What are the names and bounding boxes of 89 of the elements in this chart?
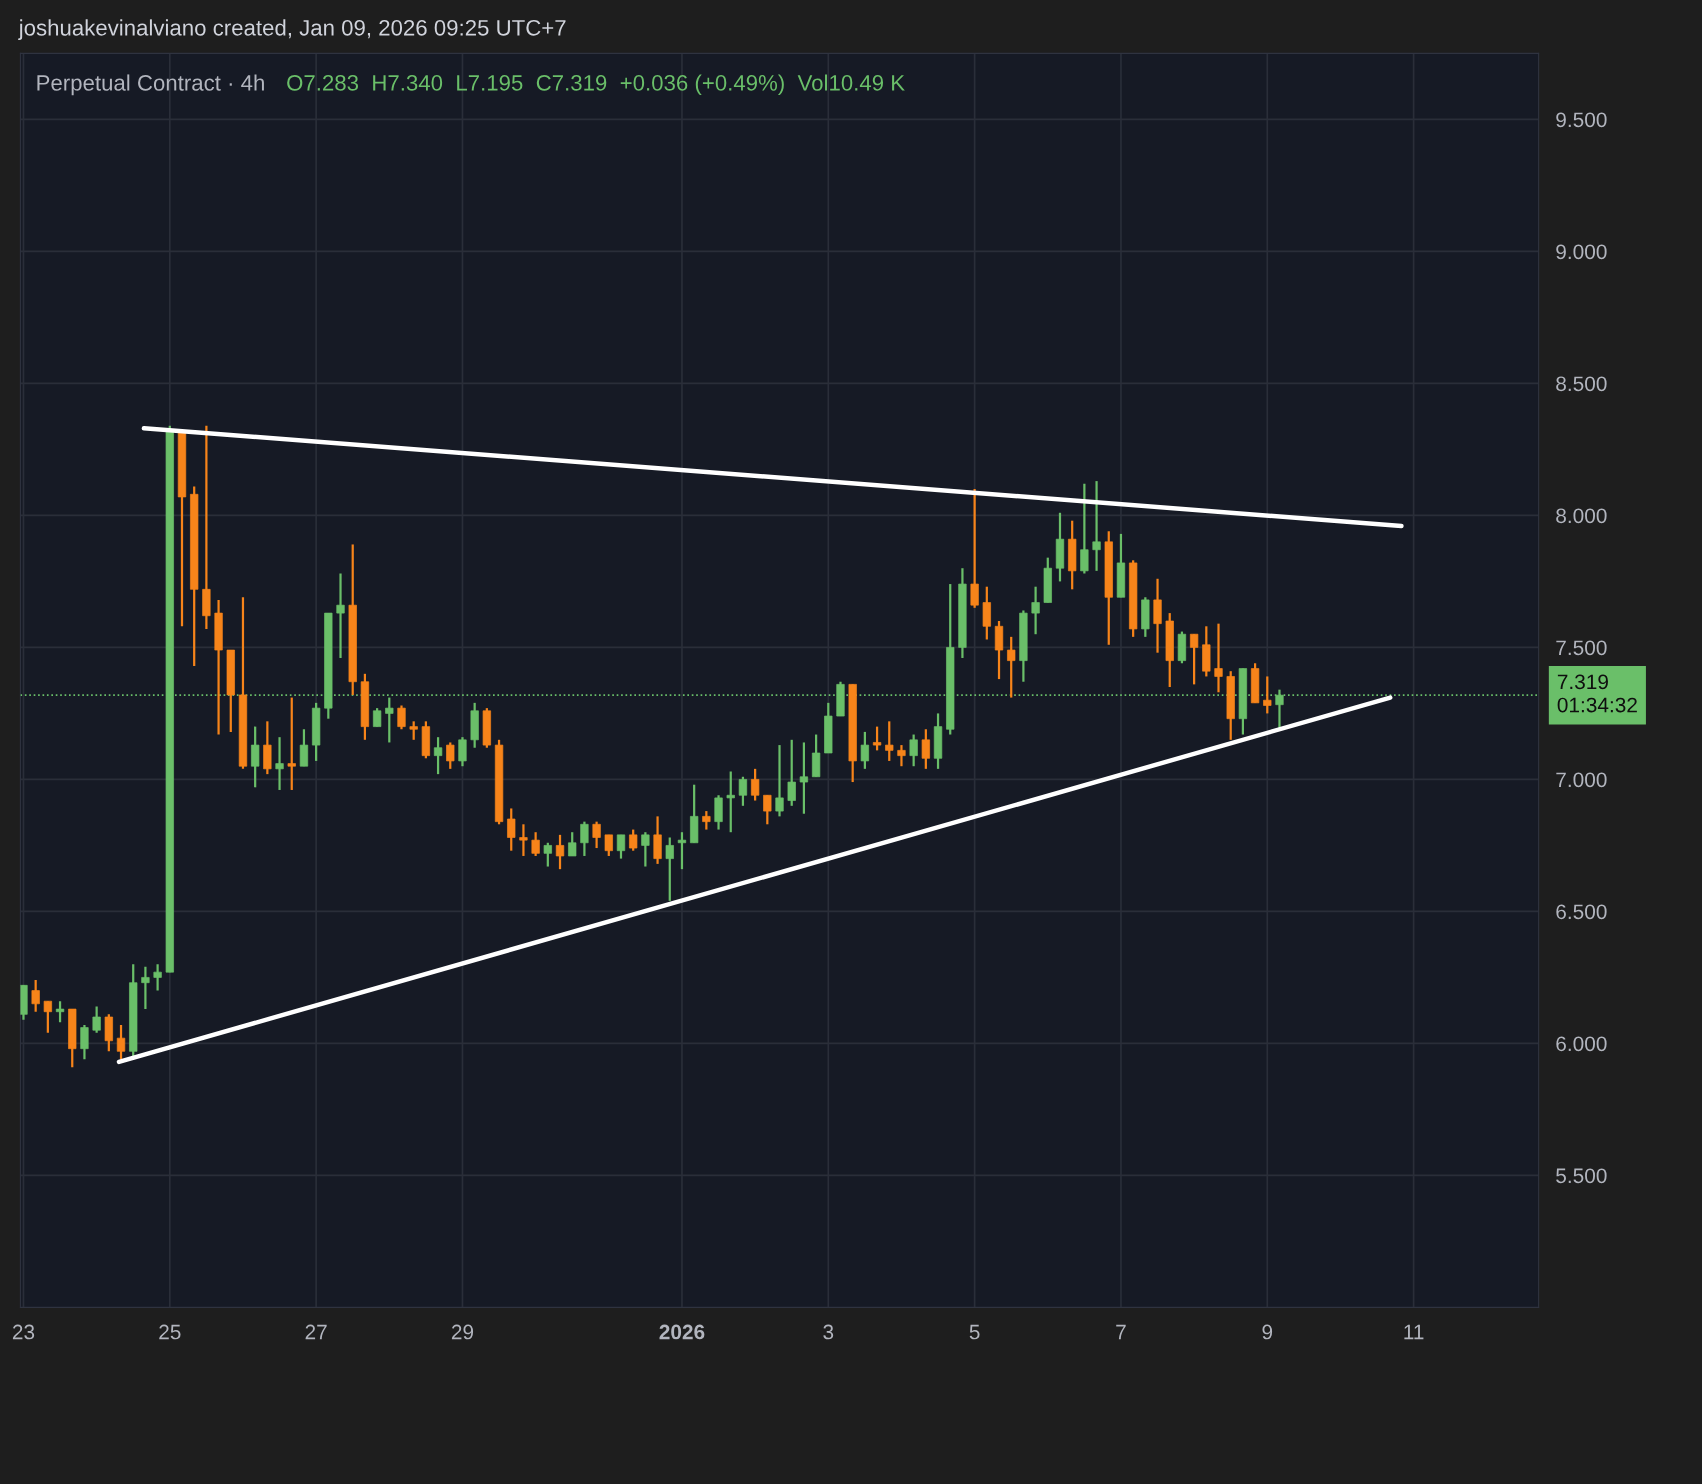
candlestick <box>55 1000 65 1024</box>
x-tick-label: 25 <box>159 1324 181 1340</box>
candlestick <box>336 572 345 660</box>
candlestick <box>507 807 516 852</box>
candlestick <box>1031 585 1040 636</box>
candlestick <box>153 963 162 992</box>
candlestick <box>909 733 918 768</box>
candlestick <box>1080 482 1089 575</box>
candlestick <box>616 833 626 860</box>
candlestick <box>641 831 650 868</box>
candlestick <box>677 831 687 871</box>
candlestick <box>811 733 821 778</box>
candlestick <box>1092 479 1101 572</box>
y-tick-label: 8.500 <box>1556 376 1607 392</box>
candlestick <box>568 831 577 858</box>
candlestick <box>799 741 809 815</box>
candlestick <box>592 820 601 850</box>
candlestick <box>970 487 979 609</box>
y-tick-label: 9.500 <box>1556 112 1607 128</box>
candlestick <box>580 820 589 858</box>
candlestick <box>1007 635 1016 699</box>
candlestick <box>446 741 455 770</box>
x-tick-label: 23 <box>12 1324 35 1340</box>
candlestick <box>433 736 443 776</box>
candlestick <box>141 965 150 1011</box>
candlestick <box>714 794 723 831</box>
candlestick <box>897 743 906 768</box>
candlestick <box>726 770 735 834</box>
x-tick-label: 2026 <box>659 1324 705 1340</box>
y-tick-label: 8.000 <box>1556 508 1607 524</box>
candlestick <box>872 725 882 752</box>
candlestick <box>885 720 894 763</box>
candlestick <box>860 730 870 770</box>
x-tick-label: 7 <box>1116 1324 1126 1340</box>
candlestick <box>787 738 796 807</box>
candlestick <box>116 1023 126 1061</box>
y-tick-label: 7.500 <box>1556 640 1607 656</box>
candlestick <box>751 767 760 802</box>
x-tick-label: 29 <box>451 1324 474 1340</box>
candlestick <box>738 775 748 807</box>
candlestick <box>994 619 1004 681</box>
annotation: O7.283 H7.340 L7.195 C7.319 +0.036 (+0.49%) Vol10.49 K <box>287 74 905 96</box>
x-tick-label: 11 <box>1404 1324 1424 1340</box>
candlestick <box>982 585 991 641</box>
candlestick <box>275 736 284 792</box>
candlestick <box>629 828 638 852</box>
candlestick <box>763 794 772 826</box>
x-tick-label: 27 <box>305 1324 327 1340</box>
candlestick <box>80 1023 89 1061</box>
y-tick-label: 6.000 <box>1556 1036 1607 1052</box>
candlestick <box>665 836 674 902</box>
x-tick-label: 5 <box>969 1324 980 1340</box>
text: Perpetual Contract · 4h <box>37 74 264 96</box>
candlestick <box>299 728 309 768</box>
candlestick <box>921 728 930 770</box>
candlestick <box>604 833 613 858</box>
candlestick <box>775 743 784 818</box>
candlestick <box>1153 577 1162 654</box>
y-tick-label: 6.500 <box>1556 904 1607 920</box>
candlestick <box>555 833 565 871</box>
candlestick <box>1189 633 1199 686</box>
candlestick <box>531 831 540 858</box>
text: 01:34:32 <box>1557 697 1637 713</box>
candlestick <box>458 736 467 768</box>
candlestick <box>543 841 552 868</box>
candlestick <box>251 725 260 789</box>
chart-title: joshuakevinalviano created, Jan 09, 2026 09:25 UTC+7 <box>18 19 566 41</box>
candlestick <box>287 696 296 792</box>
candlestick <box>202 424 211 631</box>
candlestick <box>1263 675 1272 715</box>
candlestick <box>385 696 394 744</box>
candlestick <box>43 1000 52 1034</box>
candlestick <box>263 720 272 776</box>
y-tick-label: 7.000 <box>1556 772 1607 788</box>
candlestick <box>1214 622 1223 694</box>
candlestick <box>702 809 711 831</box>
y-tick-label: 9.000 <box>1556 244 1607 260</box>
candlestick <box>409 720 418 741</box>
x-tick-label: 3 <box>823 1324 834 1340</box>
candlestick <box>397 704 406 731</box>
x-tick-label: 9 <box>1262 1324 1273 1340</box>
candlestick <box>104 1013 113 1053</box>
candlestick <box>653 815 662 865</box>
y-tick-label: 5.500 <box>1556 1168 1607 1184</box>
candlestick <box>92 1005 101 1034</box>
candlestick <box>372 707 382 728</box>
candlestick <box>31 978 40 1013</box>
candlestick <box>519 823 528 858</box>
ref-line-label: 7.319 <box>1557 674 1608 690</box>
